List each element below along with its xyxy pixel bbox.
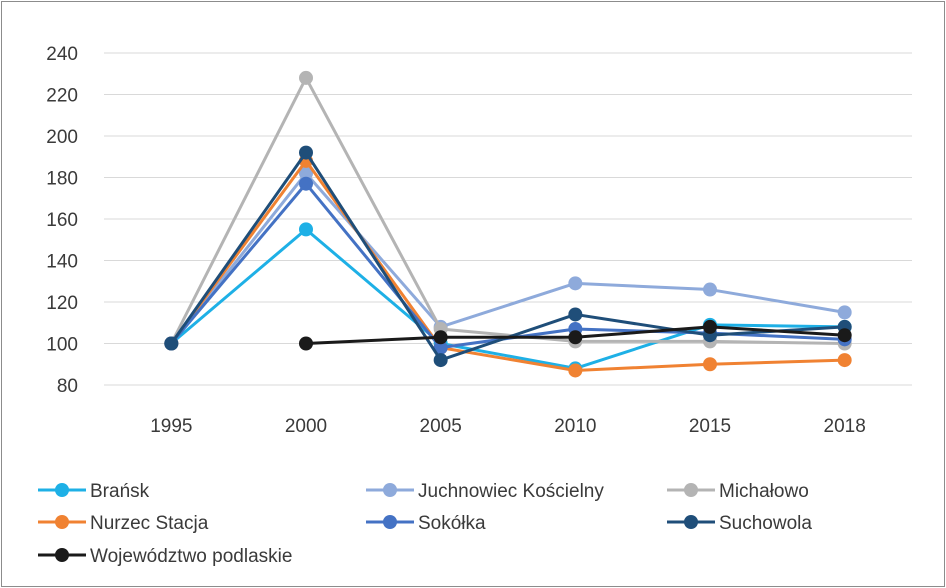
x-tick-label: 1995 <box>150 416 192 437</box>
y-tick-label: 200 <box>46 127 78 148</box>
data-point <box>299 176 313 191</box>
data-point <box>703 357 717 372</box>
series-line <box>169 76 845 345</box>
legend-item: Brańsk <box>38 481 150 502</box>
x-tick-label: 2000 <box>285 416 327 437</box>
legend: Brańsk Juchnowiec Kościelny Michałowo Nurze… <box>38 481 812 567</box>
series-line <box>170 227 845 370</box>
y-tick-label: 100 <box>46 335 78 356</box>
x-tick-label: 2015 <box>689 416 731 437</box>
y-axis-ticks: 240 220 200 180 160 140 120 100 80 <box>46 44 78 397</box>
data-point <box>703 282 717 297</box>
data-point <box>299 145 313 160</box>
legend-label: Juchnowiec Kościelny <box>418 481 604 502</box>
data-point <box>837 328 852 343</box>
legend-item: Województwo podlaskie <box>38 546 292 567</box>
legend-label: Michałowo <box>719 481 809 502</box>
legend-swatch-marker <box>383 483 397 497</box>
series-6 <box>299 319 852 351</box>
data-point <box>568 363 583 378</box>
series-group <box>164 70 852 378</box>
y-tick-label: 80 <box>57 376 78 397</box>
data-point <box>433 340 448 355</box>
x-tick-label: 2018 <box>824 416 866 437</box>
y-tick-label: 120 <box>46 293 78 314</box>
data-point <box>568 307 583 322</box>
legend-swatch-marker <box>55 515 69 529</box>
data-point <box>164 336 179 351</box>
legend-label: Nurzec Stacja <box>90 513 209 534</box>
data-point <box>568 276 583 291</box>
legend-label: Sokółka <box>418 513 486 534</box>
x-axis-ticks: 1995 2000 2005 2010 2015 2018 <box>150 416 866 437</box>
series-0 <box>164 222 852 376</box>
data-point <box>299 336 313 351</box>
y-tick-label: 140 <box>46 252 78 273</box>
legend-swatch-marker <box>684 483 698 497</box>
data-point <box>568 330 583 345</box>
y-tick-label: 180 <box>46 169 78 190</box>
y-tick-label: 220 <box>46 86 78 107</box>
legend-swatch-marker <box>55 483 69 497</box>
series-1 <box>164 166 852 351</box>
data-point <box>299 166 313 181</box>
series-line <box>170 159 845 372</box>
legend-label: Suchowola <box>719 513 812 534</box>
legend-item: Sokółka <box>366 513 486 534</box>
x-tick-label: 2005 <box>420 416 462 437</box>
data-point <box>837 353 852 368</box>
legend-item: Michałowo <box>667 481 809 502</box>
y-tick-label: 240 <box>46 44 78 65</box>
data-point <box>703 319 717 334</box>
legend-item: Nurzec Stacja <box>38 513 209 534</box>
series-line <box>170 171 845 345</box>
legend-item: Juchnowiec Kościelny <box>366 481 604 502</box>
x-tick-label: 2010 <box>554 416 596 437</box>
data-point <box>837 305 852 320</box>
data-point <box>299 222 313 237</box>
legend-label: Województwo podlaskie <box>90 546 292 567</box>
legend-label: Brańsk <box>90 481 150 502</box>
legend-swatch-marker <box>55 548 69 562</box>
data-point <box>299 70 313 85</box>
legend-item: Suchowola <box>667 513 812 534</box>
legend-swatch-marker <box>684 515 698 529</box>
data-point <box>433 330 448 345</box>
data-point <box>433 353 448 368</box>
y-tick-label: 160 <box>46 210 78 231</box>
legend-swatch-marker <box>383 515 397 529</box>
